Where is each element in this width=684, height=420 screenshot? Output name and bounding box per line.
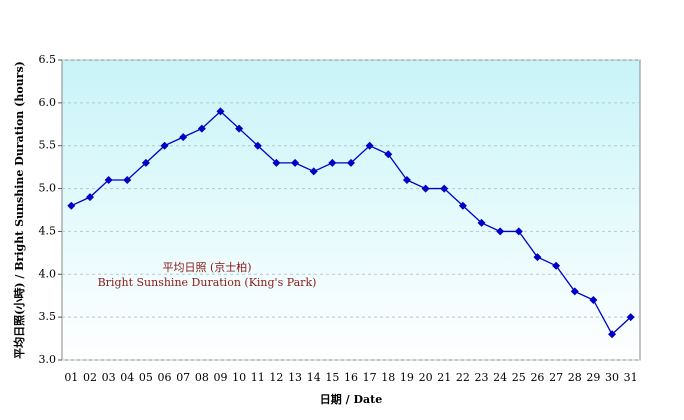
marker xyxy=(179,133,188,142)
marker xyxy=(104,176,113,184)
x-tick-label: 22 xyxy=(456,371,470,384)
marker xyxy=(402,176,411,184)
x-tick-label: 17 xyxy=(363,371,377,384)
x-tick-label: 16 xyxy=(344,371,358,384)
x-tick-label: 02 xyxy=(83,371,97,384)
marker xyxy=(365,141,374,150)
x-tick-label: 23 xyxy=(475,371,489,384)
x-tick-label: 10 xyxy=(232,371,246,384)
plot-area xyxy=(61,59,641,361)
y-tick-label: 4.0 xyxy=(39,267,57,280)
marker xyxy=(608,330,617,339)
x-axis-label: 日期 / Date xyxy=(320,392,382,406)
x-tick-label: 04 xyxy=(120,371,134,384)
marker xyxy=(496,227,505,236)
marker xyxy=(272,158,281,167)
x-tick-label: 24 xyxy=(493,371,507,384)
x-tick-label: 27 xyxy=(549,371,563,384)
marker xyxy=(123,176,132,184)
x-tick-label: 15 xyxy=(325,371,339,384)
marker xyxy=(253,141,262,150)
marker xyxy=(589,296,598,304)
annotation: Bright Sunshine Duration (King's Park) xyxy=(98,276,317,289)
x-tick-label: 05 xyxy=(139,371,153,384)
marker xyxy=(552,261,561,270)
x-tick-label: 26 xyxy=(530,371,544,384)
annotation: 平均日照 (京士柏) xyxy=(162,260,251,274)
x-tick-label: 29 xyxy=(586,371,600,384)
x-tick-label: 08 xyxy=(195,371,209,384)
x-tick-label: 13 xyxy=(288,371,302,384)
y-tick-label: 6.0 xyxy=(39,96,57,109)
marker xyxy=(309,167,318,176)
marker xyxy=(328,158,337,167)
marker xyxy=(347,158,355,167)
y-tick-label: 5.5 xyxy=(39,139,57,152)
x-tick-label: 18 xyxy=(381,371,395,384)
marker xyxy=(570,287,579,296)
marker xyxy=(440,184,449,193)
y-tick-label: 4.5 xyxy=(39,224,57,237)
x-tick-label: 21 xyxy=(437,371,451,384)
marker xyxy=(421,184,430,193)
x-tick-label: 19 xyxy=(400,371,414,384)
marker xyxy=(235,124,244,133)
y-tick-label: 5.0 xyxy=(39,182,57,195)
x-tick-label: 31 xyxy=(624,371,638,384)
marker xyxy=(533,253,542,262)
marker xyxy=(160,141,169,150)
x-tick-label: 28 xyxy=(568,371,582,384)
marker xyxy=(458,201,467,210)
marker xyxy=(216,107,225,116)
x-tick-label: 25 xyxy=(512,371,526,384)
x-tick-label: 06 xyxy=(158,371,172,384)
x-tick-label: 11 xyxy=(251,371,265,384)
x-tick-label: 07 xyxy=(176,371,190,384)
x-tick-label: 01 xyxy=(64,371,78,384)
y-axis-label: 平均日照(小時) / Bright Sunshine Duration (hou… xyxy=(12,61,26,359)
marker xyxy=(141,158,150,167)
marker xyxy=(514,227,523,236)
marker xyxy=(291,158,300,167)
marker xyxy=(67,201,76,210)
marker xyxy=(85,193,94,202)
x-tick-label: 30 xyxy=(605,371,619,384)
x-tick-label: 20 xyxy=(419,371,433,384)
x-tick-label: 14 xyxy=(307,371,321,384)
marker xyxy=(626,313,635,322)
x-tick-label: 09 xyxy=(213,371,227,384)
x-tick-label: 12 xyxy=(269,371,283,384)
marker xyxy=(477,218,486,227)
x-tick-label: 03 xyxy=(102,371,116,384)
y-tick-label: 3.0 xyxy=(39,353,57,366)
y-tick-label: 3.5 xyxy=(39,310,57,323)
y-tick-label: 6.5 xyxy=(39,53,57,66)
marker xyxy=(384,150,393,159)
marker xyxy=(197,124,206,133)
